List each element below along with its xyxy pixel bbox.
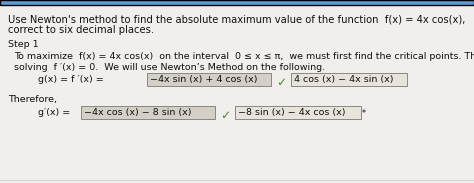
Text: Use Newton's method to find the absolute maximum value of the function  f(x) = 4: Use Newton's method to find the absolute… [8, 15, 474, 25]
Text: Therefore,: Therefore, [8, 95, 57, 104]
Text: ✓: ✓ [220, 109, 230, 122]
FancyBboxPatch shape [236, 106, 362, 119]
Text: *: * [362, 109, 366, 118]
Text: −4x sin (x) + 4 cos (x): −4x sin (x) + 4 cos (x) [150, 75, 257, 84]
Text: g(x) = f ′(x) =: g(x) = f ′(x) = [38, 75, 107, 84]
Text: Step 1: Step 1 [8, 40, 38, 49]
Text: 4 cos (x) − 4x sin (x): 4 cos (x) − 4x sin (x) [294, 75, 393, 84]
Text: −4x cos (x) − 8 sin (x): −4x cos (x) − 8 sin (x) [84, 108, 191, 117]
Text: −8 sin (x) − 4x cos (x): −8 sin (x) − 4x cos (x) [238, 108, 346, 117]
Text: g′(x) =: g′(x) = [38, 108, 73, 117]
Text: solving  f ′(x) = 0.  We will use Newton’s Method on the following.: solving f ′(x) = 0. We will use Newton’s… [14, 63, 325, 72]
Text: ✓: ✓ [276, 76, 286, 89]
Text: correct to six decimal places.: correct to six decimal places. [8, 25, 154, 35]
FancyBboxPatch shape [292, 72, 408, 85]
FancyBboxPatch shape [0, 0, 474, 5]
Text: To maximize  f(x) = 4x cos(x)  on the interval  0 ≤ x ≤ π,  we must first find t: To maximize f(x) = 4x cos(x) on the inte… [14, 52, 474, 61]
FancyBboxPatch shape [147, 72, 272, 85]
FancyBboxPatch shape [82, 106, 216, 119]
